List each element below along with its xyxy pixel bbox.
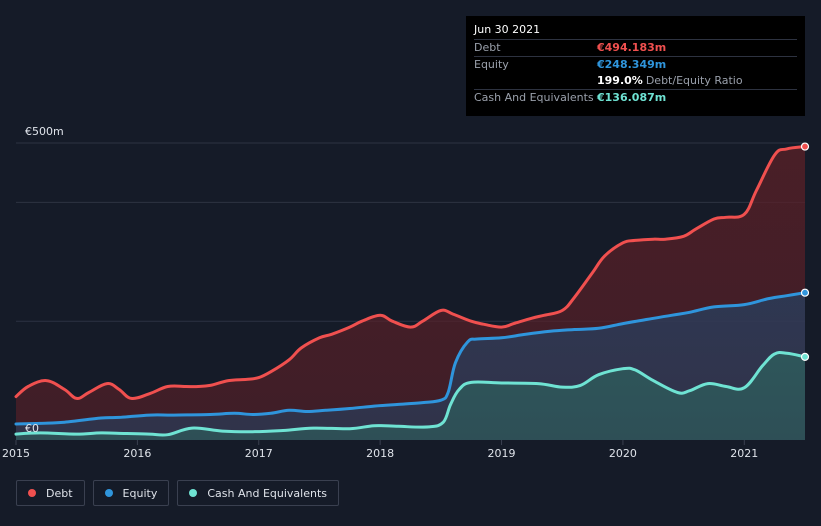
end-marker-debt	[800, 142, 810, 151]
legend-label-cash: Cash And Equivalents	[207, 486, 327, 500]
tooltip-debt-value: €494.183m	[597, 41, 667, 54]
legend-dot-debt	[28, 489, 36, 497]
tooltip-row-equity: Equity €248.349m	[474, 56, 797, 73]
end-marker-cash	[800, 352, 810, 361]
line-cash	[14, 351, 807, 437]
x-tick-label-2015: 2015	[2, 447, 30, 460]
line-equity	[14, 291, 807, 426]
x-tick-label-2017: 2017	[245, 447, 273, 460]
tooltip-ratio-value: 199.0%	[597, 74, 643, 87]
tooltip-row-cash: Cash And Equivalents €136.087m	[474, 89, 797, 106]
chart-areas	[16, 146, 805, 440]
x-tick-label-2020: 2020	[609, 447, 637, 460]
x-tick-label-2019: 2019	[488, 447, 516, 460]
line-debt	[14, 145, 807, 401]
tooltip-ratio-label: Debt/Equity Ratio	[645, 74, 743, 87]
legend-label-equity: Equity	[122, 486, 158, 500]
x-tick-label-2016: 2016	[123, 447, 151, 460]
data-tooltip: Jun 30 2021 Debt €494.183m Equity €248.3…	[466, 16, 805, 116]
tooltip-cash-value: €136.087m	[597, 91, 667, 104]
y-axis-labels: €500m €0	[25, 125, 64, 435]
end-marker-equity	[800, 288, 810, 297]
x-axis-labels: 2015 2016 2017 2018 2019 2020 2021	[2, 447, 758, 460]
legend-dot-equity	[104, 489, 113, 497]
x-tick-label-2018: 2018	[366, 447, 394, 460]
tooltip-cash-label: Cash And Equivalents	[474, 91, 594, 104]
tooltip-equity-label: Equity	[474, 58, 509, 71]
area-cash	[16, 352, 805, 440]
chart-gridlines	[15, 142, 805, 445]
legend-item-equity[interactable]: Equity	[92, 480, 170, 506]
tooltip-equity-value: €248.349m	[597, 58, 667, 71]
legend-label-debt: Debt	[46, 486, 73, 500]
y-tick-label-0: €500m	[25, 125, 64, 138]
tooltip-row-ratio: 199.0% Debt/Equity Ratio	[474, 73, 797, 89]
chart-legend: Debt Equity Cash And Equivalents	[16, 480, 347, 506]
chart-end-markers	[800, 142, 810, 361]
tooltip-debt-label: Debt	[474, 41, 501, 54]
legend-item-cash[interactable]: Cash And Equivalents	[177, 480, 339, 506]
legend-dot-cash	[189, 489, 198, 497]
x-tick-label-2021: 2021	[730, 447, 758, 460]
legend-item-debt[interactable]: Debt	[16, 480, 85, 506]
tooltip-row-debt: Debt €494.183m	[474, 39, 797, 56]
tooltip-date: Jun 30 2021	[474, 23, 541, 36]
y-tick-label-1: €0	[25, 422, 39, 435]
chart-lines	[14, 145, 807, 437]
